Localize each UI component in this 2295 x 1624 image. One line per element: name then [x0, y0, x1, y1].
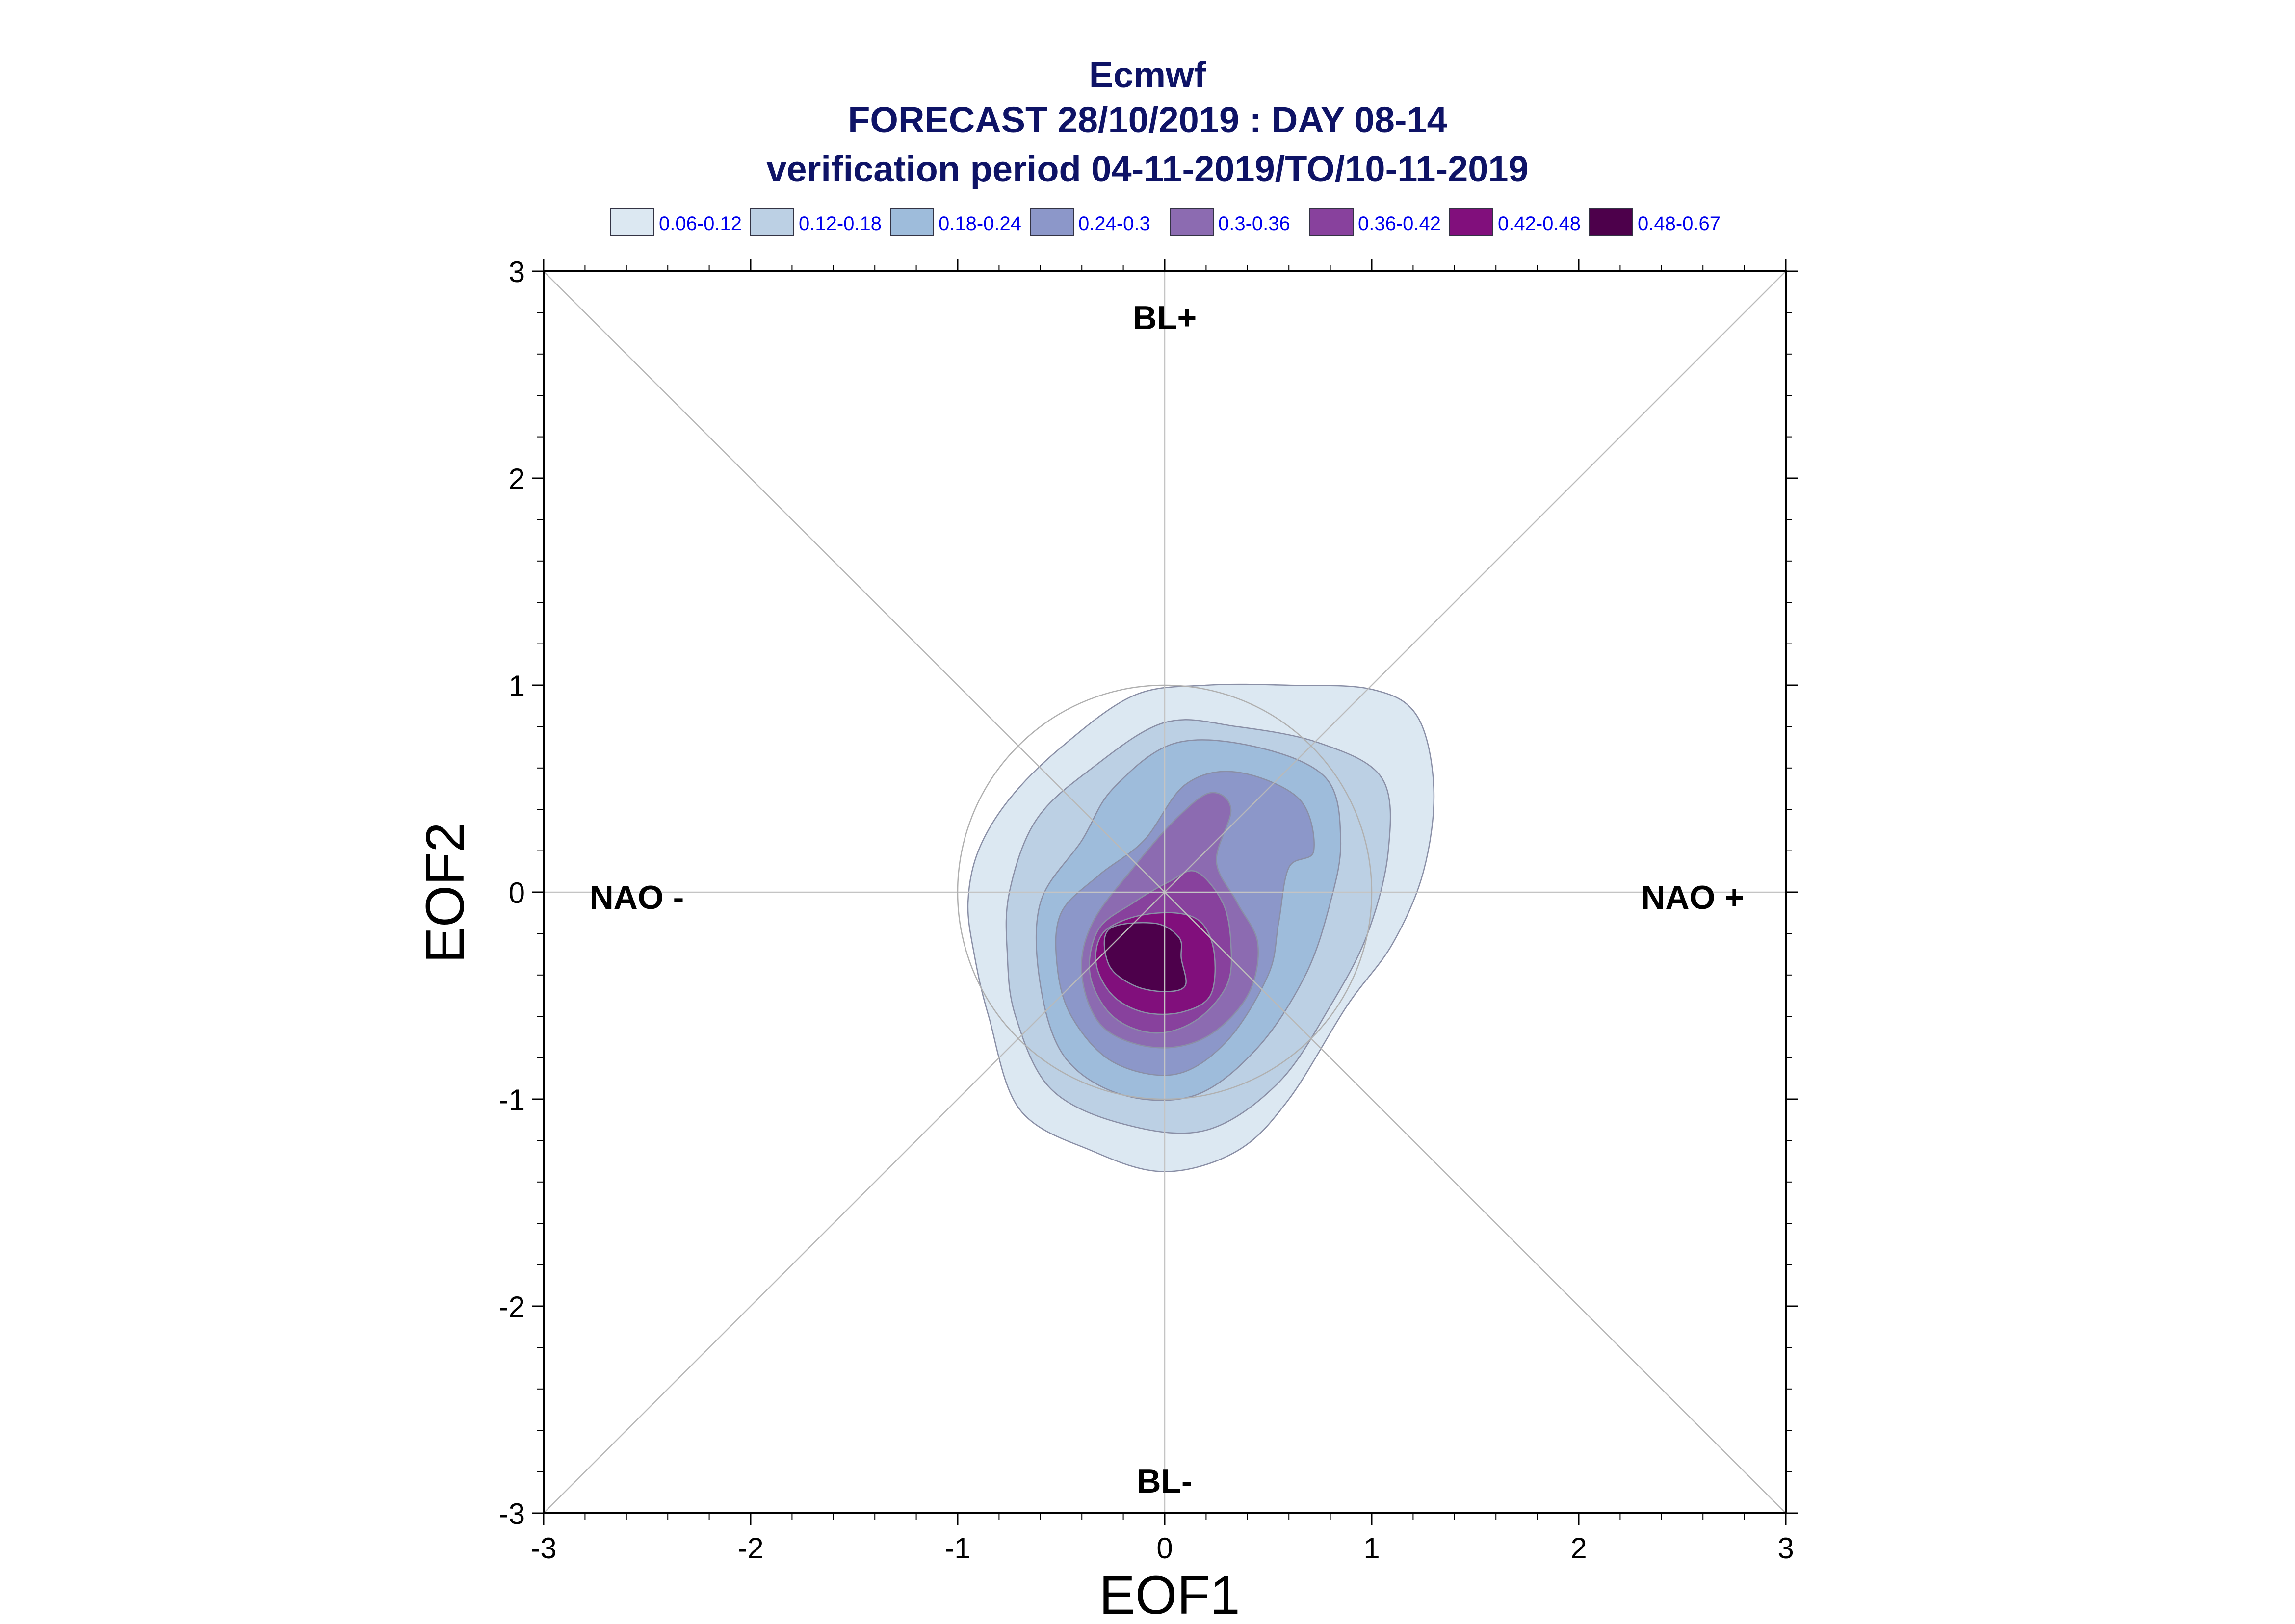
chart-subtitle: FORECAST 28/10/2019 : DAY 08-14 — [848, 100, 1447, 140]
x-tick-label: 2 — [1570, 1532, 1587, 1565]
y-tick-label: 1 — [509, 670, 525, 702]
legend-swatch — [750, 208, 794, 236]
chart-titles: Ecmwf FORECAST 28/10/2019 : DAY 08-14 ve… — [766, 54, 1528, 189]
x-axis-title: EOF1 — [1099, 1565, 1240, 1624]
legend-swatch — [610, 208, 654, 236]
x-tick-label: 0 — [1156, 1532, 1173, 1565]
legend-swatch — [1309, 208, 1354, 236]
x-tick-label: -3 — [530, 1532, 556, 1565]
reference-lines — [543, 271, 1786, 1514]
regime-label: BL- — [1137, 1463, 1192, 1500]
regime-label: BL+ — [1133, 299, 1197, 336]
y-tick-label: 2 — [509, 463, 525, 495]
legend-label: 0.06-0.12 — [659, 213, 742, 234]
y-tick-label: -2 — [499, 1290, 525, 1323]
y-tick-label: 3 — [509, 256, 525, 288]
y-tick-label: -3 — [499, 1497, 525, 1530]
x-tick-label: 3 — [1777, 1532, 1794, 1565]
legend-label: 0.18-0.24 — [939, 213, 1021, 234]
legend-swatch — [1030, 208, 1074, 236]
unit-circle — [957, 684, 1373, 1100]
y-tick-label: -1 — [499, 1083, 525, 1116]
regime-labels: BL+ BL- NAO - NAO + — [590, 299, 1744, 1500]
x-tick-label: -2 — [737, 1532, 763, 1565]
legend-label: 0.24-0.3 — [1078, 213, 1150, 234]
y-tick-label: 0 — [509, 876, 525, 909]
y-axis-title: EOF2 — [415, 822, 475, 963]
legend-swatch — [1170, 208, 1214, 236]
contour-region — [1103, 922, 1187, 992]
legend-label: 0.3-0.36 — [1218, 213, 1290, 234]
chart-verification-period: verification period 04-11-2019/TO/10-11-… — [766, 149, 1528, 189]
x-tick-label: 1 — [1363, 1532, 1380, 1565]
density-contours — [967, 683, 1435, 1172]
regime-label: NAO + — [1641, 879, 1744, 916]
legend-swatch — [1589, 208, 1633, 236]
legend-swatch — [1449, 208, 1493, 236]
legend-label: 0.42-0.48 — [1498, 213, 1581, 234]
legend-label: 0.48-0.67 — [1638, 213, 1721, 234]
legend-swatch — [890, 208, 934, 236]
chart-title: Ecmwf — [1089, 54, 1206, 95]
legend-label: 0.12-0.18 — [799, 213, 882, 234]
x-tick-label: -1 — [944, 1532, 970, 1565]
legend: 0.06-0.12 0.12-0.18 0.18-0.24 0.24-0.3 0.3-0… — [610, 208, 1721, 236]
regime-label: NAO - — [590, 879, 684, 916]
legend-label: 0.36-0.42 — [1358, 213, 1441, 234]
axes: -3 -2 -1 0 1 2 3 -3 -2 -1 0 1 2 3 — [499, 256, 1798, 1565]
